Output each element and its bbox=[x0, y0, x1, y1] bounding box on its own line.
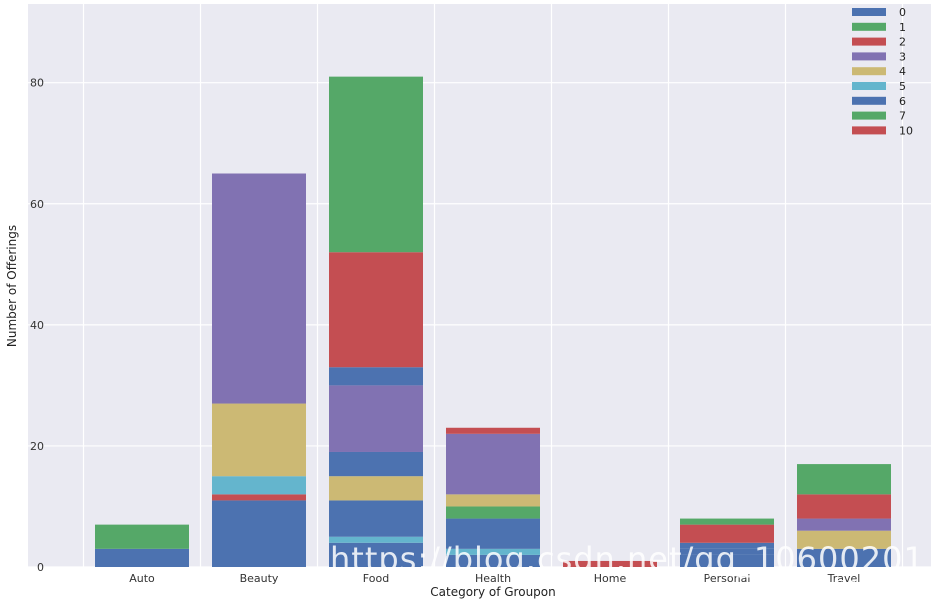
legend-label-2: 2 bbox=[899, 36, 906, 49]
x-tick-label: Beauty bbox=[240, 572, 279, 585]
x-tick-label: Auto bbox=[129, 572, 155, 585]
bar-segment-beauty-series-3 bbox=[212, 173, 306, 404]
legend-swatch-5 bbox=[852, 82, 886, 90]
bar-segment-personal-series-1 bbox=[680, 518, 774, 525]
legend-swatch-4 bbox=[852, 67, 886, 76]
legend-label-10: 10 bbox=[899, 124, 913, 137]
bar-segment-food-series-2 bbox=[329, 252, 423, 368]
legend-label-1: 1 bbox=[899, 21, 906, 34]
bar-segment-health-series-0 bbox=[446, 554, 540, 567]
bar-segment-auto-series-0 bbox=[95, 548, 189, 567]
y-tick-label: 40 bbox=[30, 319, 44, 332]
legend-swatch-0 bbox=[852, 8, 886, 16]
legend-label-4: 4 bbox=[899, 65, 906, 78]
bar-segment-food-series-0 bbox=[329, 542, 423, 567]
x-tick-label: Travel bbox=[827, 572, 861, 585]
bar-segment-auto-series-7 bbox=[95, 524, 189, 549]
bar-segment-food-series-4 bbox=[329, 476, 423, 501]
legend-swatch-3 bbox=[852, 52, 886, 61]
bar-segment-health-series-5 bbox=[446, 548, 540, 555]
x-tick-label: Personal bbox=[704, 572, 751, 585]
legend-label-3: 3 bbox=[899, 50, 906, 63]
bar-segment-travel-series-4 bbox=[797, 530, 891, 549]
bar-segment-food-series-6 bbox=[329, 500, 423, 537]
bar-segment-food-series-5 bbox=[329, 536, 423, 543]
legend-label-5: 5 bbox=[899, 80, 906, 93]
y-tick-label: 80 bbox=[30, 77, 44, 90]
legend-swatch-2 bbox=[852, 37, 886, 46]
bar-segment-beauty-series-5 bbox=[212, 476, 306, 495]
x-axis-label: Category of Groupon bbox=[430, 585, 556, 599]
bars bbox=[95, 76, 891, 567]
bar-segment-health-series-2 bbox=[446, 427, 540, 434]
bar-segment-travel-series-3 bbox=[797, 518, 891, 531]
bar-segment-health-series-4 bbox=[446, 494, 540, 507]
y-axis-label: Number of Offerings bbox=[5, 225, 19, 347]
bar-segment-beauty-series-4 bbox=[212, 403, 306, 477]
bar-segment-personal-series-6 bbox=[680, 548, 774, 555]
legend-label-7: 7 bbox=[899, 110, 906, 123]
bar-segment-food-series-6 bbox=[329, 451, 423, 477]
legend-label-0: 0 bbox=[899, 6, 906, 19]
bar-segment-health-series-6 bbox=[446, 518, 540, 549]
bar-segment-food-series-1 bbox=[329, 76, 423, 253]
bar-segment-beauty-series-2 bbox=[212, 494, 306, 501]
y-tick-label: 60 bbox=[30, 198, 44, 211]
x-tick-label: Home bbox=[594, 572, 627, 585]
bar-segment-personal-series-6 bbox=[680, 542, 774, 549]
y-tick-label: 0 bbox=[37, 561, 44, 574]
x-tick-label: Health bbox=[475, 572, 511, 585]
x-tick-label: Food bbox=[363, 572, 389, 585]
bar-segment-beauty-series-0 bbox=[212, 500, 306, 567]
legend-swatch-1 bbox=[852, 22, 886, 31]
bar-segment-health-series-3 bbox=[446, 433, 540, 495]
legend-swatch-10 bbox=[852, 126, 886, 135]
legend-label-6: 6 bbox=[899, 95, 906, 108]
y-tick-labels: 0 20 40 60 80 bbox=[30, 77, 44, 574]
bar-segment-food-series-3 bbox=[329, 385, 423, 452]
y-tick-label: 20 bbox=[30, 440, 44, 453]
bar-segment-food-series-6 bbox=[329, 367, 423, 386]
x-tick-labels: Auto Beauty Food Health Home Personal Travel bbox=[129, 572, 860, 585]
bar-segment-travel-series-0 bbox=[797, 548, 891, 567]
bar-segment-personal-series-0 bbox=[680, 554, 774, 567]
legend-swatch-7 bbox=[852, 111, 886, 120]
bar-segment-personal-series-2 bbox=[680, 524, 774, 543]
bar-segment-home-series-2 bbox=[563, 560, 657, 567]
bar-segment-travel-series-2 bbox=[797, 494, 891, 519]
bar-segment-travel-series-1 bbox=[797, 464, 891, 495]
legend-swatch-6 bbox=[852, 96, 886, 105]
bar-segment-health-series-7 bbox=[446, 506, 540, 519]
